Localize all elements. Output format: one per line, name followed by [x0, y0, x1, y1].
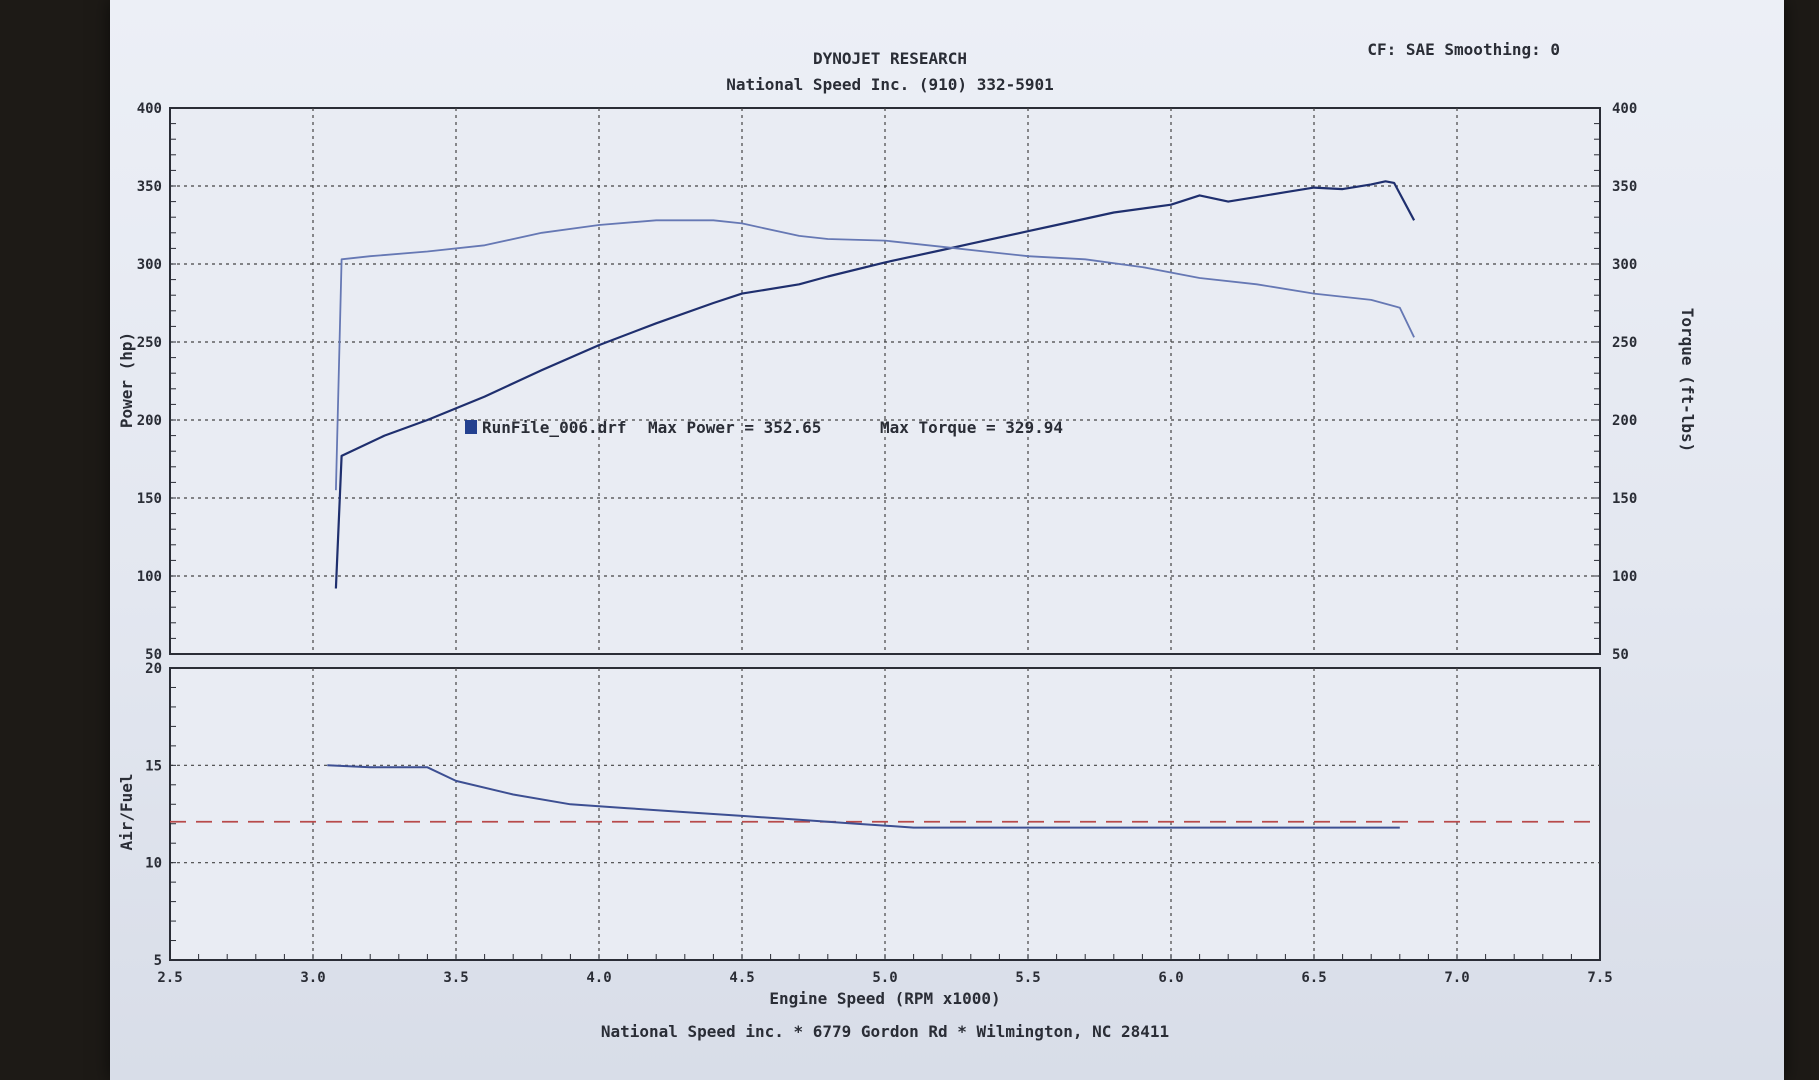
x-tick-label: 4.5	[729, 970, 754, 986]
settings-label: CF: SAE Smoothing: 0	[1367, 40, 1560, 59]
legend-max-torque: Max Torque = 329.94	[880, 418, 1063, 437]
y2-tick-label: 200	[1612, 413, 1637, 429]
x-tick-label: 4.0	[586, 970, 611, 986]
power-series-line	[334, 180, 1416, 589]
power-plot-ticks: 50 50 100 100 150 150 200 200 250 250 300 300 350 350…	[137, 101, 1638, 663]
chart-title: DYNOJET RESEARCH	[813, 49, 967, 68]
footer-address: National Speed inc. * 6779 Gordon Rd * W…	[601, 1022, 1169, 1041]
y-tick-label: 200	[137, 413, 162, 429]
legend-max-power: Max Power = 352.65	[648, 418, 821, 437]
y-tick-label: 250	[137, 335, 162, 351]
afr-plot-lines	[170, 764, 1600, 829]
x-tick-label: 3.5	[443, 970, 468, 986]
y-tick-label: 50	[145, 647, 162, 663]
x-tick-label: 5.5	[1015, 970, 1040, 986]
afr-plot-grid	[170, 668, 1600, 960]
x-tick-label: 2.5	[157, 970, 182, 986]
power-axis-title: Power (hp)	[117, 332, 136, 428]
y-tick-label: 20	[145, 661, 162, 677]
dyno-chart: DYNOJET RESEARCH National Speed Inc. (91…	[117, 40, 1697, 1041]
y2-tick-label: 400	[1612, 101, 1637, 117]
y2-tick-label: 100	[1612, 569, 1637, 585]
y-tick-label: 15	[145, 758, 162, 774]
y-tick-label: 300	[137, 257, 162, 273]
torque-series-line	[335, 219, 1415, 491]
y-tick-label: 350	[137, 179, 162, 195]
legend-run-file: RunFile_006.drf	[482, 418, 627, 437]
y2-tick-label: 250	[1612, 335, 1637, 351]
x-tick-label: 7.5	[1587, 970, 1612, 986]
afr-plot-frame	[169, 667, 1601, 961]
chart-subtitle: National Speed Inc. (910) 332-5901	[726, 75, 1054, 94]
x-tick-label: 5.0	[872, 970, 897, 986]
x-tick-label: 6.5	[1301, 970, 1326, 986]
power-plot-lines	[334, 180, 1416, 589]
afr-series-line	[327, 764, 1400, 829]
power-plot-grid	[170, 108, 1600, 654]
y-tick-label: 400	[137, 101, 162, 117]
x-tick-label: 6.0	[1158, 970, 1183, 986]
afr-plot-ticks: 5 10 15 20 2.5 3.0 3.5 4.0 4.5 5.0 5.5 6.0 6.5 7.0 7.5	[145, 661, 1613, 986]
legend-marker	[465, 420, 477, 434]
x-tick-label: 3.0	[300, 970, 325, 986]
x-tick-label: 7.0	[1444, 970, 1469, 986]
x-axis-title: Engine Speed (RPM x1000)	[769, 989, 1000, 1008]
y2-tick-label: 150	[1612, 491, 1637, 507]
y2-tick-label: 300	[1612, 257, 1637, 273]
y-tick-label: 10	[145, 856, 162, 872]
y2-tick-label: 350	[1612, 179, 1637, 195]
afr-axis-title: Air/Fuel	[117, 773, 136, 850]
y-tick-label: 5	[154, 953, 162, 969]
y-tick-label: 100	[137, 569, 162, 585]
y-tick-label: 150	[137, 491, 162, 507]
dyno-sheet: DYNOJET RESEARCH National Speed Inc. (91…	[110, 0, 1784, 1080]
y2-tick-label: 50	[1612, 647, 1629, 663]
torque-axis-title: Torque (ft-lbs)	[1678, 308, 1697, 453]
